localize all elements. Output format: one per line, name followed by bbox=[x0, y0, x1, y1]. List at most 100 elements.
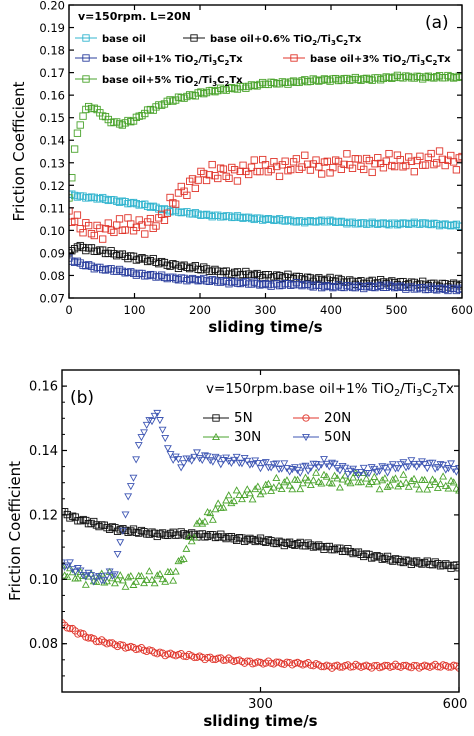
data-point bbox=[368, 554, 376, 562]
panel-label: (a) bbox=[425, 13, 449, 33]
data-point bbox=[150, 412, 159, 420]
data-point bbox=[388, 475, 397, 483]
data-point bbox=[166, 529, 175, 538]
data-point bbox=[247, 163, 256, 171]
data-point bbox=[219, 457, 228, 465]
data-point bbox=[156, 530, 164, 538]
data-point bbox=[232, 486, 241, 494]
data-point bbox=[113, 575, 122, 583]
y-tick-label: 0.10 bbox=[39, 224, 65, 238]
data-point bbox=[222, 454, 231, 462]
data-point bbox=[190, 530, 198, 539]
x-tick-label: 200 bbox=[189, 303, 211, 317]
data-point bbox=[267, 537, 275, 545]
data-point bbox=[140, 429, 149, 437]
data-point bbox=[81, 573, 90, 581]
data-point bbox=[214, 654, 222, 662]
data-point bbox=[126, 571, 135, 580]
y-tick-label: 0.14 bbox=[39, 134, 65, 148]
data-point bbox=[346, 548, 355, 556]
x-tick-label: 300 bbox=[255, 303, 277, 317]
data-point bbox=[161, 435, 170, 443]
data-point bbox=[146, 214, 155, 223]
data-point bbox=[116, 526, 124, 534]
data-point bbox=[135, 529, 143, 537]
data-point bbox=[280, 478, 289, 486]
data-point bbox=[301, 151, 309, 159]
data-point bbox=[71, 568, 80, 576]
data-point bbox=[203, 653, 212, 662]
data-point bbox=[227, 532, 236, 541]
data-point bbox=[381, 661, 389, 670]
data-point bbox=[104, 219, 112, 227]
data-point bbox=[116, 641, 124, 649]
y-tick-label: 0.07 bbox=[39, 292, 65, 306]
data-point bbox=[110, 571, 119, 579]
y-tick-label: 0.14 bbox=[29, 444, 58, 459]
data-point bbox=[428, 459, 437, 467]
data-point bbox=[253, 482, 262, 490]
data-point bbox=[90, 231, 98, 240]
data-point bbox=[288, 540, 296, 549]
data-point bbox=[227, 459, 236, 467]
data-point bbox=[233, 656, 241, 665]
data-point bbox=[174, 456, 183, 464]
data-point bbox=[118, 527, 127, 535]
data-point bbox=[381, 554, 389, 563]
data-point bbox=[404, 482, 413, 490]
data-point bbox=[121, 526, 130, 535]
data-point bbox=[95, 522, 103, 531]
data-point bbox=[349, 473, 358, 481]
data-point bbox=[246, 657, 254, 665]
data-point bbox=[338, 475, 347, 483]
data-point bbox=[447, 460, 456, 468]
data-point bbox=[375, 485, 384, 493]
data-point bbox=[304, 476, 313, 484]
data-point bbox=[158, 426, 167, 434]
data-point bbox=[92, 637, 101, 646]
data-point bbox=[320, 456, 328, 464]
data-point bbox=[132, 223, 141, 232]
data-point bbox=[132, 456, 141, 464]
data-point bbox=[315, 541, 323, 549]
data-point bbox=[306, 480, 315, 489]
data-point bbox=[378, 463, 387, 471]
data-point bbox=[172, 200, 180, 208]
data-point bbox=[312, 542, 320, 551]
legend-entry: base oil bbox=[102, 34, 146, 45]
y-tick-label: 0.13 bbox=[39, 156, 65, 170]
data-point bbox=[390, 162, 399, 171]
data-point bbox=[452, 468, 459, 476]
data-point bbox=[65, 559, 74, 567]
y-tick-label: 0.08 bbox=[29, 637, 58, 652]
x-tick-label: 500 bbox=[386, 303, 408, 317]
legend: 5N 20N 30N 50N bbox=[203, 410, 351, 445]
data-point bbox=[166, 451, 175, 459]
data-point bbox=[317, 662, 326, 671]
y-tick-label: 0.16 bbox=[39, 89, 65, 103]
data-point bbox=[256, 167, 264, 176]
data-point bbox=[357, 478, 366, 486]
data-point bbox=[89, 578, 98, 586]
data-point bbox=[338, 462, 347, 471]
data-point bbox=[239, 161, 247, 169]
data-point bbox=[444, 484, 453, 492]
data-point bbox=[76, 121, 84, 129]
data-point bbox=[394, 465, 403, 473]
data-point bbox=[145, 567, 154, 575]
x-axis-label: sliding time/s bbox=[208, 318, 322, 336]
legend-marker bbox=[82, 34, 90, 42]
data-point bbox=[365, 480, 373, 488]
data-point bbox=[69, 174, 76, 182]
data-point bbox=[124, 214, 132, 222]
data-point bbox=[436, 461, 445, 469]
data-point bbox=[407, 157, 416, 165]
data-point bbox=[169, 576, 178, 584]
data-point bbox=[433, 483, 442, 491]
panel-b: 0.08 0.10 0.12 0.14 0.16 300 600 sliding time/s… bbox=[6, 369, 467, 730]
legend-marker bbox=[290, 54, 298, 62]
x-tick-label: 400 bbox=[320, 303, 342, 317]
data-point bbox=[314, 464, 323, 472]
data-point bbox=[346, 479, 355, 487]
